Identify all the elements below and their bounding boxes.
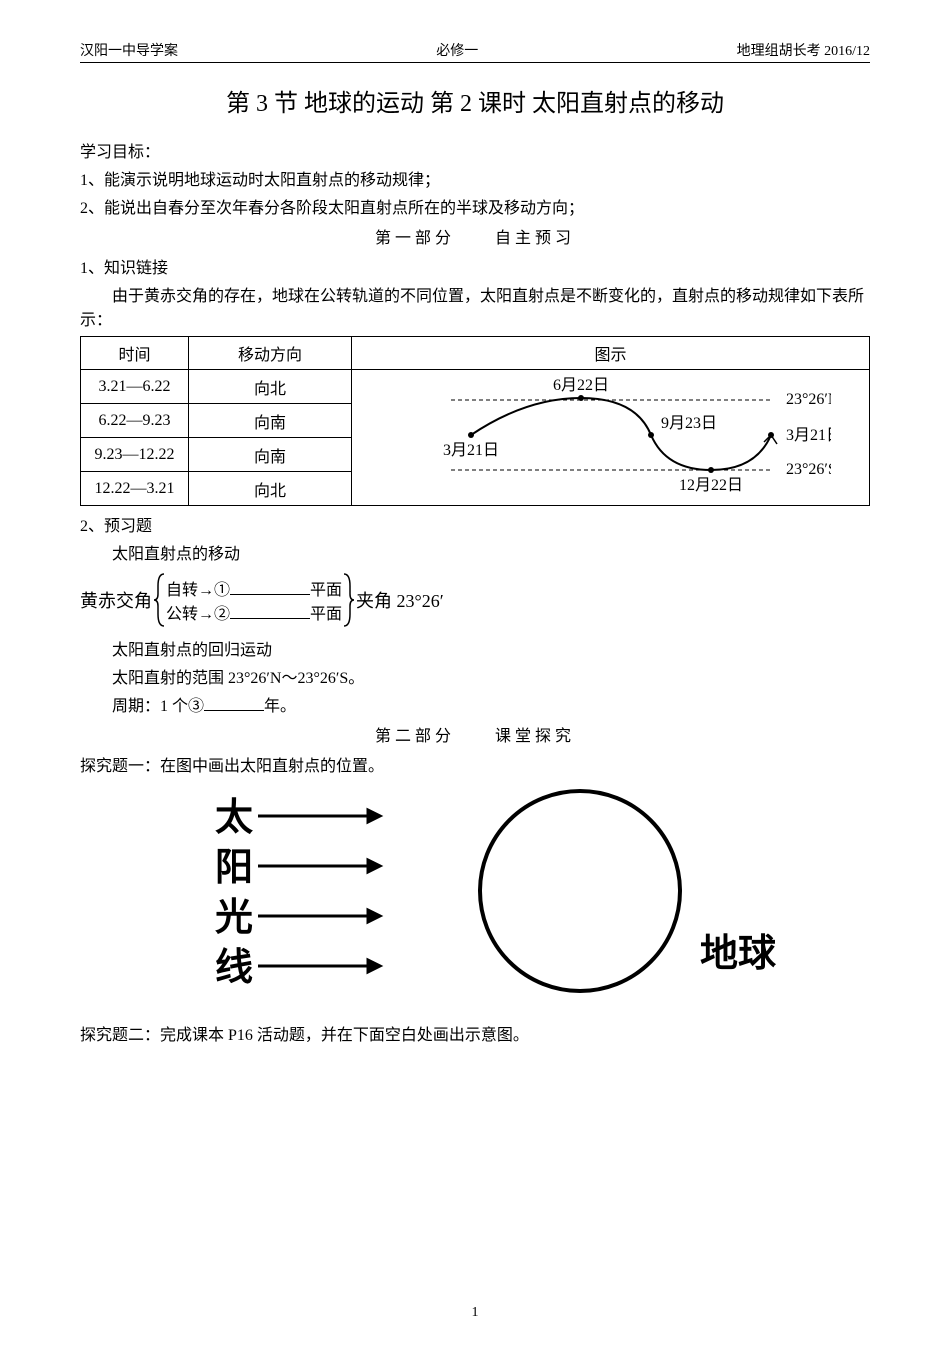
- explore-q1: 探究题一：在图中画出太阳直射点的位置。: [80, 752, 870, 776]
- svg-text:线: 线: [215, 947, 253, 989]
- cell-dir-0: 向北: [189, 370, 352, 404]
- earth-circle: [480, 791, 680, 991]
- blank-2[interactable]: [230, 602, 310, 619]
- th-dir: 移动方向: [189, 337, 352, 370]
- subsolar-path-diagram: 6月22日 23°26′N 9月23日 3月21日 3月21日 12月22日 2…: [391, 370, 831, 500]
- cell-time-3: 12.22—3.21: [81, 472, 189, 506]
- preview-sub2: 太阳直射点的回归运动: [80, 636, 870, 660]
- page-title: 第 3 节 地球的运动 第 2 课时 太阳直射点的移动: [80, 83, 870, 118]
- page-header: 汉阳一中导学案 必修一 地理组胡长考 2016/12: [80, 40, 870, 63]
- part1-heading: 第一部分 自主预习: [80, 224, 870, 248]
- blank-1[interactable]: [230, 578, 310, 595]
- svg-text:光: 光: [215, 897, 253, 939]
- brace-row1-a: 自转→①: [166, 582, 230, 599]
- left-brace-icon: [152, 572, 166, 628]
- cell-dir-1: 向南: [189, 404, 352, 438]
- period-b: 年。: [264, 698, 296, 715]
- brace-row2-b: 平面: [310, 606, 342, 623]
- movement-diagram-cell: 6月22日 23°26′N 9月23日 3月21日 3月21日 12月22日 2…: [352, 370, 870, 506]
- svg-text:太: 太: [215, 797, 253, 839]
- range-text: 太阳直射的范围 23°26′N～23°26′S。: [80, 664, 870, 688]
- blank-3[interactable]: [204, 694, 264, 711]
- brace-right-label: 夹角 23°26′: [356, 587, 444, 613]
- diag-left-date: 3月21日: [442, 442, 498, 459]
- diag-top-date: 6月22日: [552, 377, 608, 394]
- cell-time-1: 6.22—9.23: [81, 404, 189, 438]
- brace-left-label: 黄赤交角: [80, 587, 152, 613]
- diag-right-date: 9月23日: [661, 415, 717, 432]
- movement-table: 时间 移动方向 图示 3.21—6.22 向北 6月22日 2: [80, 336, 870, 506]
- page-number: 1: [80, 1305, 870, 1321]
- objective-2: 2、能说出自春分至次年春分各阶段太阳直射点所在的半球及移动方向；: [80, 194, 870, 218]
- objective-1: 1、能演示说明地球运动时太阳直射点的移动规律；: [80, 166, 870, 190]
- diag-top-lat: 23°26′N: [786, 391, 831, 408]
- page: 汉阳一中导学案 必修一 地理组胡长考 2016/12 第 3 节 地球的运动 第…: [0, 0, 950, 1361]
- brace-expression: 黄赤交角 自转→① 平面 公转→② 平面 夹角 23°26′: [80, 572, 870, 628]
- preview-sub1: 太阳直射点的移动: [80, 540, 870, 564]
- cell-dir-2: 向南: [189, 438, 352, 472]
- knowledge-link-heading: 1、知识链接: [80, 254, 870, 278]
- right-brace-icon: [342, 572, 356, 628]
- part2-heading: 第二部分 课堂探究: [80, 722, 870, 746]
- cell-time-0: 3.21—6.22: [81, 370, 189, 404]
- th-time: 时间: [81, 337, 189, 370]
- header-right: 地理组胡长考 2016/12: [737, 40, 870, 60]
- header-left: 汉阳一中导学案: [80, 40, 178, 60]
- period-line: 周期：1 个③ 年。: [80, 692, 870, 716]
- svg-text:阳: 阳: [215, 847, 253, 889]
- objectives-heading: 学习目标：: [80, 138, 870, 162]
- sun-earth-diagram: 太 阳 光 线 地球: [80, 786, 870, 1011]
- period-a: 周期：1 个③: [112, 698, 204, 715]
- preview-heading: 2、预习题: [80, 512, 870, 536]
- earth-label: 地球: [700, 933, 777, 975]
- knowledge-link-intro: 由于黄赤交角的存在，地球在公转轨道的不同位置，太阳直射点是不断变化的，直射点的移…: [80, 282, 870, 330]
- brace-row1-b: 平面: [310, 582, 342, 599]
- header-center: 必修一: [436, 40, 478, 60]
- cell-time-2: 9.23—12.22: [81, 438, 189, 472]
- diag-bottom-date: 12月22日: [678, 477, 742, 494]
- diag-bottom-lat: 23°26′S: [786, 461, 831, 478]
- th-diagram: 图示: [352, 337, 870, 370]
- cell-dir-3: 向北: [189, 472, 352, 506]
- diag-right-start: 3月21日: [786, 427, 831, 444]
- brace-row2-a: 公转→②: [166, 606, 230, 623]
- explore-q2: 探究题二：完成课本 P16 活动题，并在下面空白处画出示意图。: [80, 1021, 870, 1045]
